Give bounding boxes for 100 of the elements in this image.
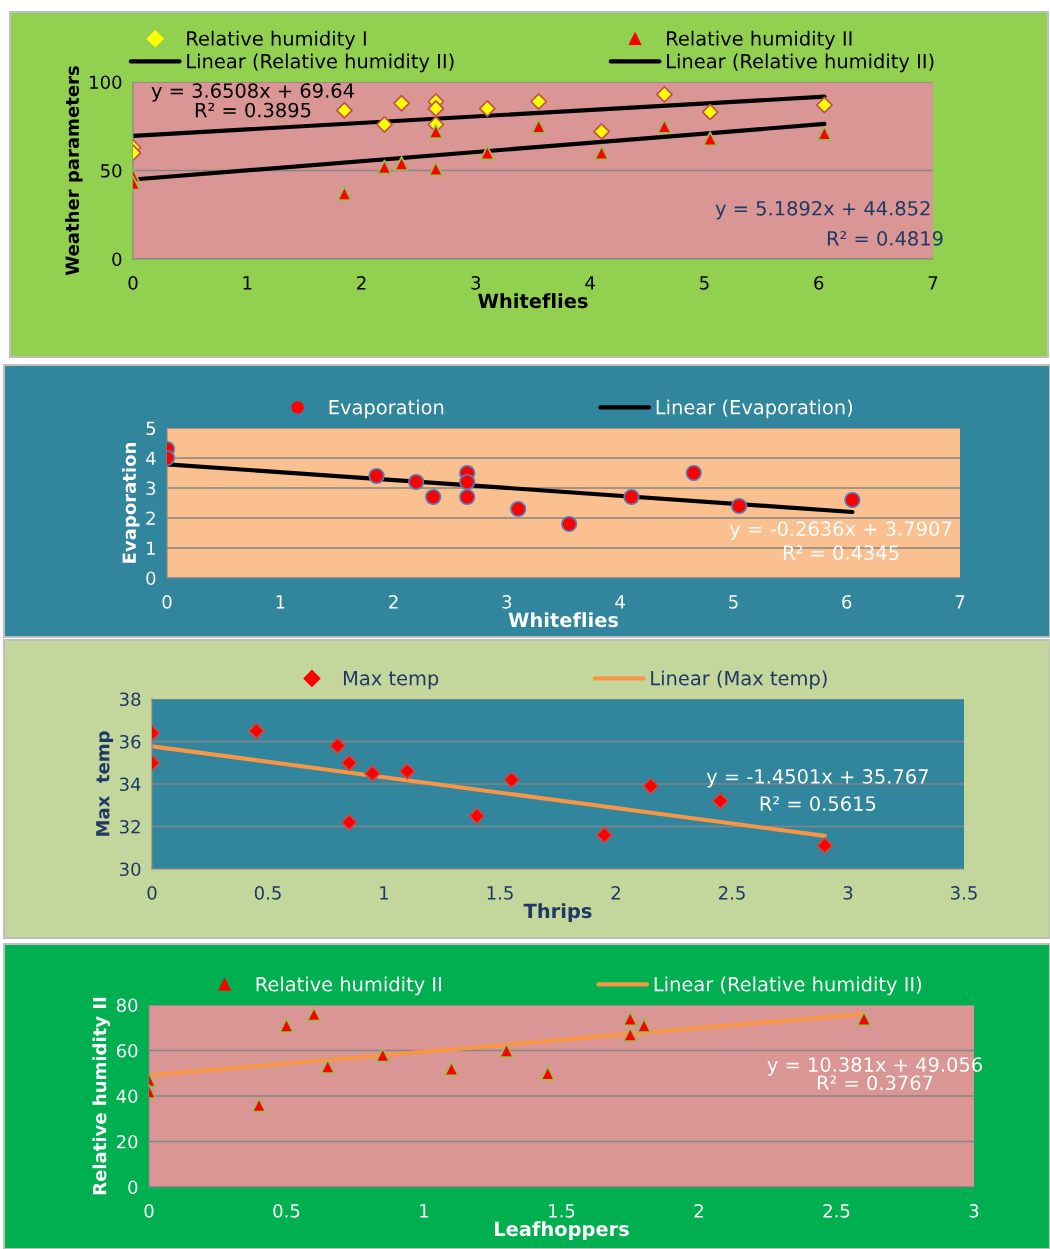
annotation: y = -1.4501x + 35.767 — [706, 769, 928, 788]
x-tick-label: 2 — [389, 594, 398, 609]
point — [479, 145, 495, 161]
point — [247, 722, 265, 740]
point — [594, 145, 609, 161]
point — [306, 1006, 322, 1022]
y-axis-title: Evaporation — [122, 443, 140, 563]
y-axis-title: Weather parameters — [65, 66, 83, 276]
legend-label: Relative humidity II — [667, 30, 852, 50]
y-tick-label: 40 — [116, 1089, 138, 1104]
point — [251, 1097, 267, 1113]
annotation: R² = 0.3767 — [817, 1075, 933, 1091]
x-tick-label: 1 — [380, 886, 389, 900]
point — [642, 777, 660, 795]
point — [375, 1047, 391, 1063]
y-tick-label: 2 — [146, 511, 155, 525]
legend-label: Linear (Evaporation) — [656, 399, 853, 419]
point — [503, 771, 521, 789]
x-tick-label: 3 — [843, 885, 853, 900]
legend-label: Linear (Relative humidity II) — [187, 53, 454, 73]
point — [363, 764, 381, 782]
annotation: R² = 0.4345 — [783, 545, 899, 561]
point — [856, 1011, 872, 1027]
point — [398, 762, 416, 780]
x-tick-label: 2 — [611, 885, 620, 900]
point — [657, 118, 672, 134]
y-tick-label: 0 — [112, 252, 122, 267]
x-tick-label: 1 — [420, 1204, 429, 1218]
point — [730, 497, 748, 515]
point — [279, 1018, 294, 1033]
point — [844, 491, 861, 509]
point — [701, 103, 719, 121]
point — [623, 488, 640, 506]
y-axis-title: Max temp — [96, 731, 114, 836]
x-tick-label: 3 — [471, 275, 481, 290]
annotation: y = -0.2636x + 3.7907 — [729, 521, 952, 540]
point — [655, 85, 673, 103]
x-tick-label: 1.5 — [549, 1204, 575, 1218]
x-tick-label: 0 — [162, 594, 172, 609]
y-tick-label: 1 — [147, 541, 155, 555]
x-tick-label: 3 — [969, 1203, 979, 1218]
point — [337, 186, 352, 201]
point — [329, 737, 347, 755]
point — [375, 116, 393, 133]
y-tick-label: 0 — [146, 571, 156, 586]
point — [530, 93, 548, 110]
point — [561, 515, 578, 533]
point — [531, 118, 547, 134]
y-tick-label: 5 — [146, 421, 156, 436]
y-axis-title: Relative humidity II — [92, 997, 111, 1195]
y-tick-label: 3 — [146, 481, 156, 496]
point — [622, 1011, 638, 1027]
legend-label: Linear (Relative humidity II) — [667, 53, 934, 73]
point — [320, 1059, 336, 1074]
point — [340, 754, 358, 772]
x-tick-label: 7 — [955, 595, 965, 609]
point — [393, 94, 411, 112]
x-tick-label: 3 — [502, 594, 512, 609]
point — [702, 131, 718, 147]
x-tick-label: 0.5 — [273, 1203, 300, 1218]
point — [408, 473, 425, 491]
point — [478, 100, 496, 117]
point — [595, 826, 613, 844]
point — [427, 100, 445, 117]
y-tick-label: 20 — [116, 1134, 138, 1149]
legend-label: Relative humidity I — [187, 30, 366, 50]
point — [459, 473, 476, 491]
x-tick-label: 1 — [243, 276, 252, 290]
legend-label: Evaporation — [329, 399, 444, 419]
x-axis-title: Whiteflies — [508, 612, 619, 628]
point — [377, 159, 392, 175]
point — [499, 1043, 514, 1058]
x-tick-label: 6 — [814, 275, 824, 290]
x-tick-label: 4 — [585, 276, 595, 290]
legend-label: Linear (Max temp) — [651, 670, 827, 690]
point — [816, 837, 834, 855]
x-tick-label: 1 — [276, 595, 285, 609]
y-tick-label: 50 — [101, 163, 122, 178]
point — [540, 1065, 556, 1081]
x-axis-title: Thrips — [523, 903, 592, 922]
x-axis-title: Leafhoppers — [495, 1221, 629, 1240]
y-tick-label: 60 — [116, 1043, 138, 1058]
x-tick-label: 1.5 — [487, 886, 513, 900]
x-tick-label: 2 — [357, 275, 366, 290]
point — [468, 807, 486, 825]
y-tick-label: 30 — [119, 862, 141, 877]
y-tick-label: 4 — [145, 451, 156, 465]
annotation: R² = 0.3895 — [195, 102, 311, 118]
legend-label: Linear (Relative humidity II) — [654, 976, 922, 996]
legend-label: Relative humidity II — [256, 976, 441, 996]
point — [335, 101, 353, 119]
x-tick-label: 2.5 — [823, 1203, 850, 1218]
point — [593, 123, 611, 141]
y-tick-label: 80 — [116, 998, 138, 1013]
point — [815, 96, 833, 114]
y-tick-label: 36 — [119, 734, 141, 749]
x-tick-label: 4 — [615, 595, 625, 609]
point — [711, 792, 729, 810]
point — [428, 124, 444, 139]
x-axis-title: Whiteflies — [478, 293, 588, 309]
